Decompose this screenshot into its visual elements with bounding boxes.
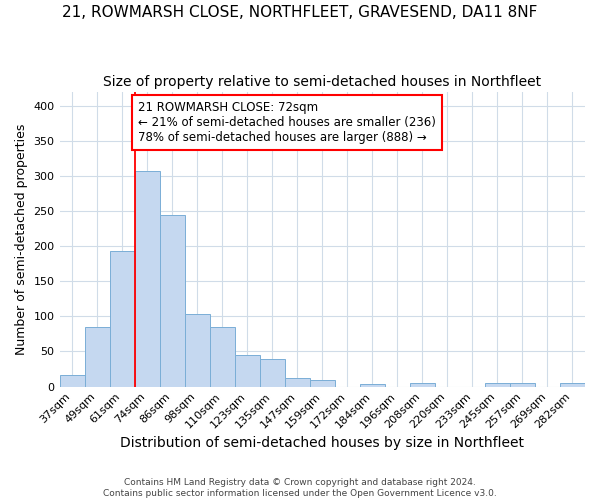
Bar bbox=[185, 314, 209, 386]
Bar bbox=[260, 358, 285, 386]
Bar bbox=[160, 215, 185, 386]
Bar bbox=[134, 171, 160, 386]
Bar bbox=[85, 327, 110, 386]
Bar bbox=[485, 383, 510, 386]
Bar bbox=[560, 383, 585, 386]
Text: 21 ROWMARSH CLOSE: 72sqm
← 21% of semi-detached houses are smaller (236)
78% of : 21 ROWMARSH CLOSE: 72sqm ← 21% of semi-d… bbox=[139, 100, 436, 144]
Bar bbox=[360, 384, 385, 386]
Bar bbox=[410, 383, 435, 386]
X-axis label: Distribution of semi-detached houses by size in Northfleet: Distribution of semi-detached houses by … bbox=[120, 436, 524, 450]
Bar bbox=[110, 251, 134, 386]
Bar bbox=[285, 378, 310, 386]
Text: Contains HM Land Registry data © Crown copyright and database right 2024.
Contai: Contains HM Land Registry data © Crown c… bbox=[103, 478, 497, 498]
Text: 21, ROWMARSH CLOSE, NORTHFLEET, GRAVESEND, DA11 8NF: 21, ROWMARSH CLOSE, NORTHFLEET, GRAVESEN… bbox=[62, 5, 538, 20]
Y-axis label: Number of semi-detached properties: Number of semi-detached properties bbox=[15, 124, 28, 355]
Title: Size of property relative to semi-detached houses in Northfleet: Size of property relative to semi-detach… bbox=[103, 75, 541, 89]
Bar bbox=[235, 355, 260, 386]
Bar bbox=[310, 380, 335, 386]
Bar bbox=[59, 374, 85, 386]
Bar bbox=[510, 383, 535, 386]
Bar bbox=[209, 327, 235, 386]
